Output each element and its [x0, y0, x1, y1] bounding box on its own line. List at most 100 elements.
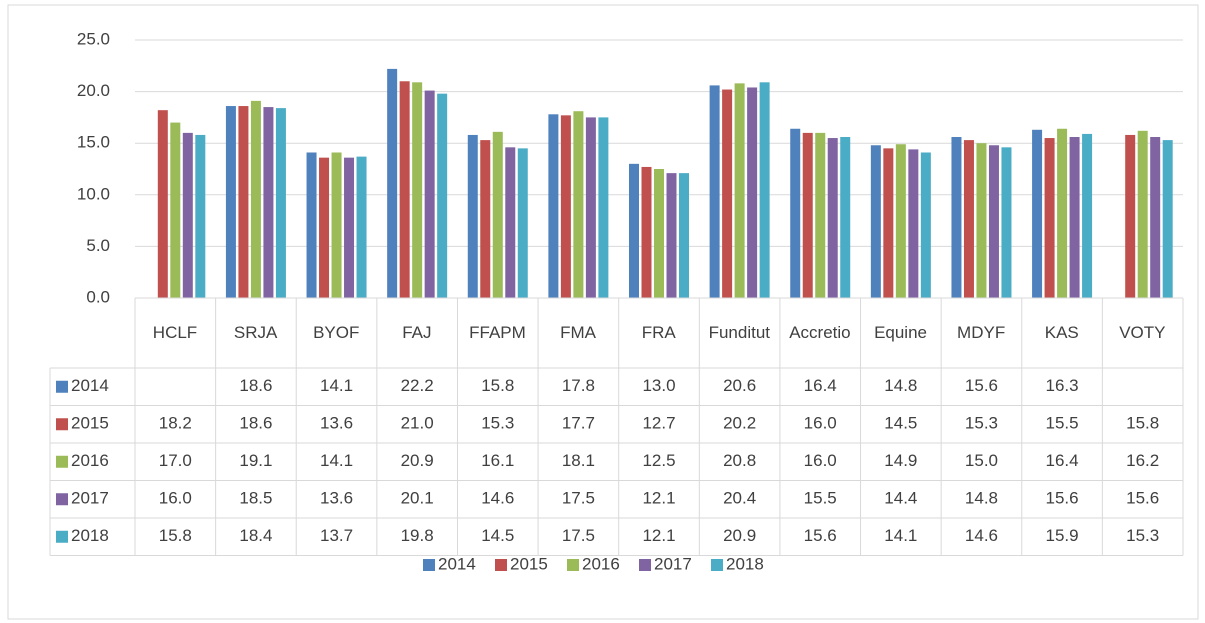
bar: [517, 148, 528, 298]
bar: [467, 134, 478, 298]
x-tick-label: SRJA: [233, 323, 278, 342]
legend-swatch: [423, 559, 435, 571]
table-value: 15.6: [1046, 489, 1079, 508]
bar: [505, 147, 516, 298]
row-label: 2018: [71, 526, 109, 545]
bar: [790, 128, 801, 298]
bar: [1001, 147, 1012, 298]
table-value: 21.0: [401, 414, 434, 433]
bar: [988, 145, 999, 298]
table-value: 15.3: [1126, 526, 1159, 545]
bar: [1137, 130, 1148, 298]
bar: [356, 156, 367, 298]
bar: [492, 131, 503, 298]
category-cell: HCLF: [153, 323, 197, 342]
category-cell: Accretio: [789, 323, 850, 342]
bar: [870, 145, 881, 298]
legend-swatch: [567, 559, 579, 571]
table-value: 15.5: [804, 489, 837, 508]
table-value: 12.5: [642, 451, 675, 470]
legend-label: 2018: [726, 554, 764, 573]
table-value: 15.6: [965, 376, 998, 395]
table-value: 14.6: [481, 489, 514, 508]
table-value: 20.9: [723, 526, 756, 545]
bar: [1032, 129, 1043, 298]
table-value: 18.6: [239, 376, 272, 395]
legend-key: [56, 493, 68, 506]
table-value: 16.4: [1046, 451, 1079, 470]
table-value: 20.4: [723, 489, 756, 508]
table-value: 18.2: [159, 414, 192, 433]
bar: [747, 87, 758, 298]
table-value: 14.1: [884, 526, 917, 545]
bar: [1044, 138, 1055, 298]
table-value: 15.3: [481, 414, 514, 433]
bar: [654, 169, 664, 298]
bar: [759, 82, 770, 298]
bar: [895, 144, 906, 298]
bar: [157, 110, 168, 299]
y-tick-label: 15.0: [77, 133, 110, 152]
category-cell: KAS: [1044, 323, 1079, 342]
bar: [387, 68, 398, 298]
legend-label: 2017: [654, 554, 692, 573]
bar: [275, 108, 286, 298]
bar: [802, 132, 813, 298]
bar: [548, 114, 559, 298]
x-tick-label: BYOF: [313, 323, 360, 342]
table-value: 19.8: [401, 526, 434, 545]
table-value: 18.4: [239, 526, 272, 545]
table-value: 15.6: [1126, 489, 1159, 508]
table-value: 17.5: [562, 489, 595, 508]
bar: [306, 152, 317, 298]
table-value: 14.1: [320, 451, 353, 470]
bar: [641, 166, 652, 298]
row-label: 2017: [71, 489, 109, 508]
table-value: 16.0: [804, 414, 837, 433]
table-value: 16.1: [481, 451, 514, 470]
y-tick-label: 10.0: [77, 184, 110, 203]
bar: [170, 122, 181, 298]
table-value: 15.6: [804, 526, 837, 545]
table-value: 15.3: [965, 414, 998, 433]
legend-swatch: [639, 559, 651, 571]
category-cell: FRA: [642, 323, 676, 342]
table-value: 13.6: [320, 489, 353, 508]
bar: [344, 157, 355, 298]
table-value: 14.9: [884, 451, 917, 470]
x-tick-label: KAS: [1044, 323, 1079, 342]
bar: [1082, 133, 1093, 298]
bar: [319, 157, 330, 298]
table-value: 15.9: [1046, 526, 1079, 545]
legend-label: 2015: [510, 554, 548, 573]
table-value: 12.7: [642, 414, 675, 433]
table-value: 14.8: [884, 376, 917, 395]
legend-label: 2016: [582, 554, 620, 573]
y-tick-label: 25.0: [77, 29, 110, 48]
table-value: 16.0: [159, 489, 192, 508]
legend-swatch: [711, 559, 723, 571]
table-value: 14.5: [884, 414, 917, 433]
category-cell: SRJA: [233, 323, 278, 342]
bar: [963, 140, 974, 298]
legend-key: [56, 530, 68, 543]
legend-swatch: [495, 559, 507, 571]
table-value: 20.9: [401, 451, 434, 470]
bar: [840, 137, 851, 298]
table-value: 16.0: [804, 451, 837, 470]
bar: [815, 132, 826, 298]
table-value: 15.5: [1046, 414, 1079, 433]
x-tick-label: FFAPM: [469, 323, 526, 342]
table-value: 15.8: [1126, 414, 1159, 433]
bar: [734, 83, 745, 299]
y-tick-label: 5.0: [86, 236, 110, 255]
table-value: 20.8: [723, 451, 756, 470]
category-cell: BYOF: [313, 323, 360, 342]
category-cell: FMA: [560, 323, 596, 342]
bar: [585, 117, 596, 299]
bar: [399, 81, 410, 298]
bar: [1069, 137, 1080, 298]
bar: [827, 138, 838, 298]
table-value: 17.7: [562, 414, 595, 433]
